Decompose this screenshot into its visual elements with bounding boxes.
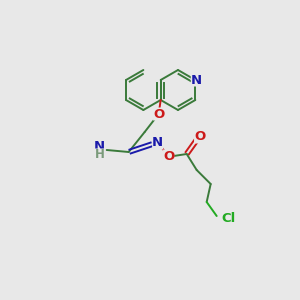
Text: H: H bbox=[95, 148, 105, 161]
Text: N: N bbox=[94, 140, 105, 152]
Text: O: O bbox=[163, 149, 174, 163]
Text: O: O bbox=[194, 130, 205, 143]
Text: O: O bbox=[153, 107, 164, 121]
Text: N: N bbox=[191, 74, 202, 86]
Text: N: N bbox=[152, 136, 163, 149]
Text: Cl: Cl bbox=[222, 212, 236, 224]
